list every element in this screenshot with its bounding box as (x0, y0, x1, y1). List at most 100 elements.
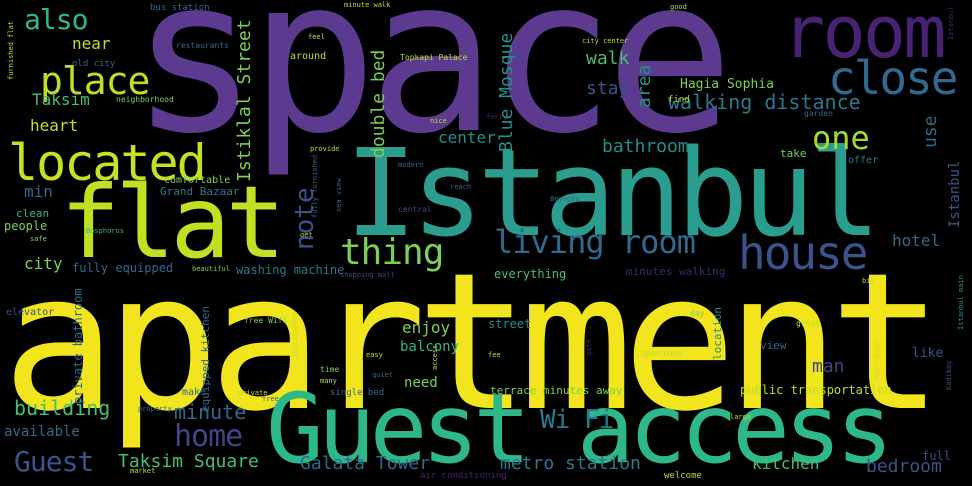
word-taksim: Taksim (32, 90, 90, 109)
word-istanbul-tiny: Istanbul (947, 6, 955, 40)
word-near: near (72, 34, 111, 53)
word-elevator: elevator (6, 307, 55, 318)
word-single-bed: single bed (330, 388, 385, 398)
word-location: location (711, 307, 724, 360)
word-full: full (922, 449, 951, 463)
word-time: time (320, 365, 340, 374)
word-terrace-minutes-away: terrace minutes away (490, 384, 623, 397)
word-big: big (862, 277, 875, 285)
word-people: people (4, 219, 48, 233)
word-ferry: ferry (486, 113, 508, 121)
word-heart: heart (30, 116, 79, 135)
word-istiklal-street: Istiklal Street (234, 19, 255, 182)
word-around: around (290, 51, 327, 62)
word-minutes-walking: minutes walking (626, 265, 726, 278)
word-double-bed: double bed (368, 49, 389, 158)
word-building: building (14, 396, 111, 420)
word-taksim-square: Taksim Square (118, 451, 259, 472)
word-room: room (782, 0, 946, 74)
word-private-bathroom: private bathroom (71, 288, 85, 404)
word-house: house (738, 226, 868, 280)
word-living-room: living room (494, 223, 696, 261)
word-quiet: quiet (372, 371, 394, 379)
word-fee: fee (488, 351, 501, 359)
word-bedroom: bedroom (866, 456, 942, 477)
word-great: great (796, 319, 821, 328)
word-fully-furnished: fully furnished (311, 154, 319, 218)
word-central: central (398, 205, 432, 214)
word-washing-machine: washing machine (236, 263, 345, 277)
word-walking-distance: walking distance (668, 90, 861, 114)
word-access-small: access (431, 344, 439, 370)
word-istanbul-main: Istanbul main (957, 275, 965, 330)
word-sultanahmet: Sultanahmet (291, 311, 299, 358)
word-feel: feel (308, 33, 325, 41)
word-istanbul-side: Istanbul (947, 160, 963, 228)
word-safe: safe (30, 235, 47, 243)
word-neighborhood: neighborhood (116, 95, 174, 104)
word-grand-bazaar: Grand Bazaar (160, 185, 240, 198)
word-man: man (812, 356, 845, 377)
word-apartment: apartment (2, 232, 944, 453)
word-beautiful: beautiful (192, 265, 230, 273)
word-flat: flat (60, 164, 286, 281)
word-clean: clean (16, 207, 50, 220)
word-view: view (760, 339, 787, 352)
word-air-conditioning: air conditioning (420, 471, 507, 481)
word-restaurants: restaurants (176, 41, 229, 50)
word-center: center (438, 128, 496, 147)
word-guest-access: Guest access (266, 373, 894, 485)
word-galata-tower: Galata Tower (300, 453, 431, 474)
word-bosphorus: Bosphorus (86, 227, 124, 235)
word-everything: everything (494, 267, 567, 281)
word-large: large (730, 413, 752, 421)
word-metro-station: metro station (500, 453, 641, 474)
word-private: private (238, 389, 268, 397)
word-minute: minute (174, 400, 247, 424)
word-balcony: balcony (400, 339, 460, 355)
word-home: home (174, 419, 243, 454)
word-market: market (130, 467, 156, 475)
word-gate: gate (585, 339, 593, 356)
word-free-wifi: free Wifi (244, 316, 288, 325)
word-use: use (920, 115, 941, 148)
word-one: one (812, 119, 870, 157)
word-min: min (24, 182, 53, 201)
word-beyoglu: Beyoglu (550, 195, 580, 203)
word-city: city (24, 254, 63, 273)
word-minute-walk: minute walk (344, 1, 391, 9)
word-public-transportation: public transportation (740, 383, 892, 397)
word-area: area (634, 64, 655, 108)
word-enjoy: enjoy (402, 318, 451, 337)
word-garden: garden (804, 109, 833, 118)
word-free: free (262, 395, 279, 403)
word-kitchen: kitchen (752, 454, 820, 473)
word-blue-mosque: Blue Mosque (496, 32, 517, 152)
word-space: space (130, 0, 734, 181)
word-bathroom: bathroom (602, 136, 689, 157)
word-located: located (8, 134, 207, 192)
word-istanbul: Istanbul (345, 125, 881, 264)
word-hagia-sophia: Hagia Sophia (680, 77, 774, 92)
word-good: good (670, 3, 687, 11)
word-fully-equipped: fully equipped (72, 261, 174, 275)
word-day: day (690, 309, 705, 318)
word-many: many (320, 377, 337, 385)
word-make: make (182, 387, 207, 398)
word-bus-station: bus station (150, 3, 210, 13)
word-hair-dryer: hair dryer (873, 337, 881, 380)
word-thing: thing (340, 232, 444, 273)
word-guest: Guest (14, 445, 94, 478)
word-need: need (404, 375, 438, 391)
word-get: get (300, 231, 313, 239)
word-also: also (24, 3, 88, 36)
word-nice: nice (430, 117, 447, 125)
word-wi-fi: Wi Fi (540, 405, 614, 435)
word-offer: offer (848, 155, 879, 166)
word-easy: easy (366, 351, 383, 359)
word-street: street (488, 317, 532, 331)
word-kadikoy: Kadikoy (945, 360, 953, 390)
word-find: find (668, 95, 690, 105)
word-welcome: welcome (664, 471, 702, 481)
